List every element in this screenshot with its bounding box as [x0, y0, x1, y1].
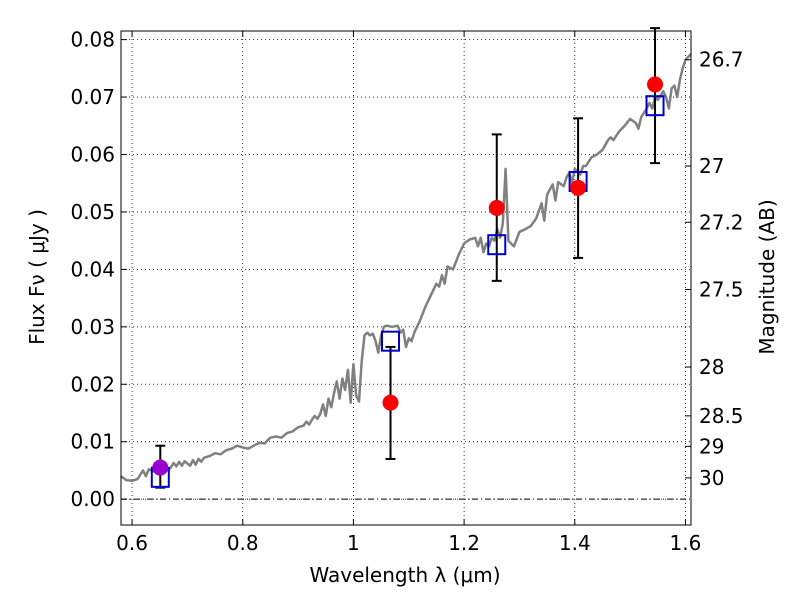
x-tick-label: 0.8: [227, 531, 259, 555]
observed-point: [382, 394, 399, 411]
right-tick-label: 29: [699, 434, 724, 458]
y-tick-label: 0.08: [70, 28, 115, 52]
right-tick-label: 27.5: [699, 277, 744, 301]
right-tick-label: 28.5: [699, 404, 744, 428]
x-axis-label: Wavelength λ (μm): [309, 563, 500, 587]
plot-frame: [120, 30, 692, 526]
observed-point: [570, 179, 587, 196]
observed-point: [488, 199, 505, 216]
right-tick-label: 27.2: [699, 210, 744, 234]
right-tick-label: 28: [699, 355, 724, 379]
y-axis-label-right: Magnitude (AB): [755, 199, 779, 354]
right-tick-label: 26.7: [699, 48, 744, 72]
y-tick-label: 0.03: [70, 315, 115, 339]
observed-point: [152, 459, 169, 476]
model-photometry-box: [381, 330, 401, 352]
y-tick-label: 0.02: [70, 372, 115, 396]
model-spectrum-series: [120, 53, 692, 483]
model-photometry-box: [487, 234, 507, 256]
y-axis-label-left: Flux Fν ( μJy ): [25, 209, 49, 345]
observed-series: [152, 76, 664, 476]
observed-point: [647, 76, 664, 93]
x-tick-label: 0.6: [116, 531, 148, 555]
y-tick-label: 0.07: [70, 85, 115, 109]
right-tick-label: 27: [699, 154, 724, 178]
y-tick-label: 0.01: [70, 430, 115, 454]
y-tick-label: 0.00: [70, 487, 115, 511]
grid: [121, 31, 691, 525]
x-tick-label: 1: [347, 531, 360, 555]
y-tick-label: 0.04: [70, 257, 115, 281]
x-tick-label: 1.4: [559, 531, 591, 555]
right-tick-label: 30: [699, 466, 724, 490]
model-photometry-series: [150, 95, 665, 488]
y-tick-label: 0.06: [70, 143, 115, 167]
y-tick-label: 0.05: [70, 200, 115, 224]
model-photometry-box: [645, 95, 665, 117]
axis-ticks: 0.6 0.8 1 1.2 1.4 1.6 0.00 0.01 0.02 0.03 0.04 0.05…: [70, 28, 743, 555]
x-tick-label: 1.6: [670, 531, 702, 555]
x-tick-label: 1.2: [448, 531, 480, 555]
model-spectrum-line: [120, 53, 692, 483]
error-bars: [155, 27, 661, 489]
